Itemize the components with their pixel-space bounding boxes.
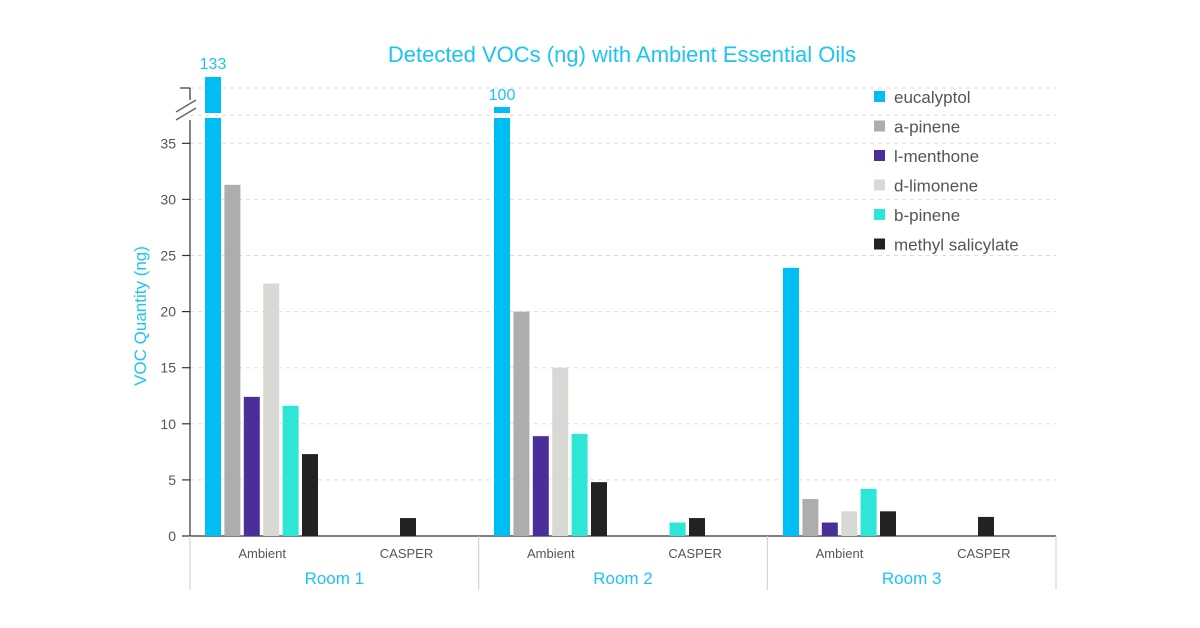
x-sub-label-room-1-casper: CASPER	[380, 546, 433, 561]
axes: 0 5 10 15 20 25 30 35	[160, 87, 1056, 544]
x-group-label-room-3: Room 3	[882, 569, 942, 588]
legend-item-l-menthone: l-menthone	[874, 147, 979, 166]
legend-label: eucalyptol	[894, 88, 971, 107]
y-tick-label: 30	[160, 191, 176, 207]
y-tick-label: 0	[168, 528, 176, 544]
bar-room-1-casper-methyl-salicylate	[400, 518, 416, 536]
bars	[205, 77, 994, 536]
axis-break-mark	[175, 107, 197, 121]
bar-room-3-ambient-d-limonene	[841, 511, 858, 536]
legend-label: a-pinene	[894, 118, 960, 137]
legend-item-b-pinene: b-pinene	[874, 206, 960, 225]
x-sub-label-room-2-casper: CASPER	[668, 546, 721, 561]
legend: eucalyptol a-pinene l-menthone d-limonene b-…	[874, 88, 1019, 255]
bar-room-2-casper-methyl-salicylate	[689, 518, 705, 536]
legend-item-a-pinene: a-pinene	[874, 118, 960, 137]
y-tick-label: 35	[160, 135, 176, 151]
grid-lines	[190, 87, 1056, 481]
bar-room-2-ambient-l-menthone	[532, 436, 549, 536]
bar-room-2-ambient-eucalyptol-break-top	[494, 107, 510, 113]
legend-label: methyl salicylate	[894, 236, 1019, 255]
x-axis-labels: Ambient CASPER Room 1 Ambient CASPER Room 2 Am…	[189, 536, 1057, 590]
chart-title: Detected VOCs (ng) with Ambient Essentia…	[388, 42, 856, 67]
bar-room-3-ambient-methyl-salicylate	[880, 511, 896, 536]
x-sub-label-room-3-ambient: Ambient	[816, 546, 864, 561]
legend-label: l-menthone	[894, 147, 979, 166]
bar-room-2-ambient-a-pinene	[513, 311, 530, 536]
x-sub-label-room-3-casper: CASPER	[957, 546, 1010, 561]
x-sub-label-room-2-ambient: Ambient	[527, 546, 575, 561]
legend-item-d-limonene: d-limonene	[874, 177, 978, 196]
bar-room-2-casper-b-pinene	[669, 522, 686, 536]
bar-room-3-casper-methyl-salicylate	[978, 516, 994, 536]
bar-room-1-ambient-methyl-salicylate	[302, 454, 318, 536]
legend-item-eucalyptol: eucalyptol	[874, 88, 971, 107]
x-group-label-room-1: Room 1	[305, 569, 365, 588]
bar-room-3-ambient-a-pinene	[802, 498, 819, 536]
bar-room-1-ambient-b-pinene	[282, 405, 299, 536]
bar-room-3-ambient-eucalyptol	[783, 267, 799, 536]
legend-swatch	[874, 120, 885, 132]
bar-room-2-ambient-b-pinene	[571, 433, 588, 536]
bar-room-2-ambient-eucalyptol	[494, 118, 510, 536]
data-label-room-1-ambient: 133	[200, 56, 227, 73]
x-sub-label-room-1-ambient: Ambient	[238, 546, 286, 561]
x-group-label-room-2: Room 2	[593, 569, 653, 588]
bar-room-1-ambient-eucalyptol	[205, 118, 221, 536]
legend-swatch	[874, 150, 885, 161]
bar-room-1-ambient-a-pinene	[224, 184, 241, 536]
bar-room-1-ambient-d-limonene	[263, 283, 280, 536]
data-labels: 133 100	[200, 56, 516, 104]
y-tick-label: 15	[160, 360, 176, 376]
axis-break-mark	[175, 99, 197, 113]
bar-room-1-ambient-eucalyptol-break-top	[205, 77, 221, 113]
legend-item-methyl-salicylate: methyl salicylate	[874, 236, 1019, 255]
y-tick-label: 5	[168, 472, 176, 488]
y-tick-label: 20	[160, 304, 176, 320]
y-axis-label: VOC Quantity (ng)	[131, 246, 150, 386]
legend-label: d-limonene	[894, 177, 978, 196]
y-tick-label: 25	[160, 248, 176, 264]
legend-swatch	[874, 209, 885, 220]
bar-room-3-ambient-l-menthone	[821, 522, 838, 536]
legend-label: b-pinene	[894, 206, 960, 225]
legend-swatch	[874, 91, 885, 102]
bar-room-1-ambient-l-menthone	[243, 396, 260, 536]
bar-room-2-ambient-methyl-salicylate	[591, 482, 607, 536]
data-label-room-2-ambient: 100	[489, 87, 516, 104]
bar-room-2-ambient-d-limonene	[552, 367, 569, 536]
legend-swatch	[874, 179, 885, 191]
legend-swatch	[874, 238, 885, 250]
y-tick-label: 10	[160, 416, 176, 432]
bar-room-3-ambient-b-pinene	[860, 488, 877, 536]
